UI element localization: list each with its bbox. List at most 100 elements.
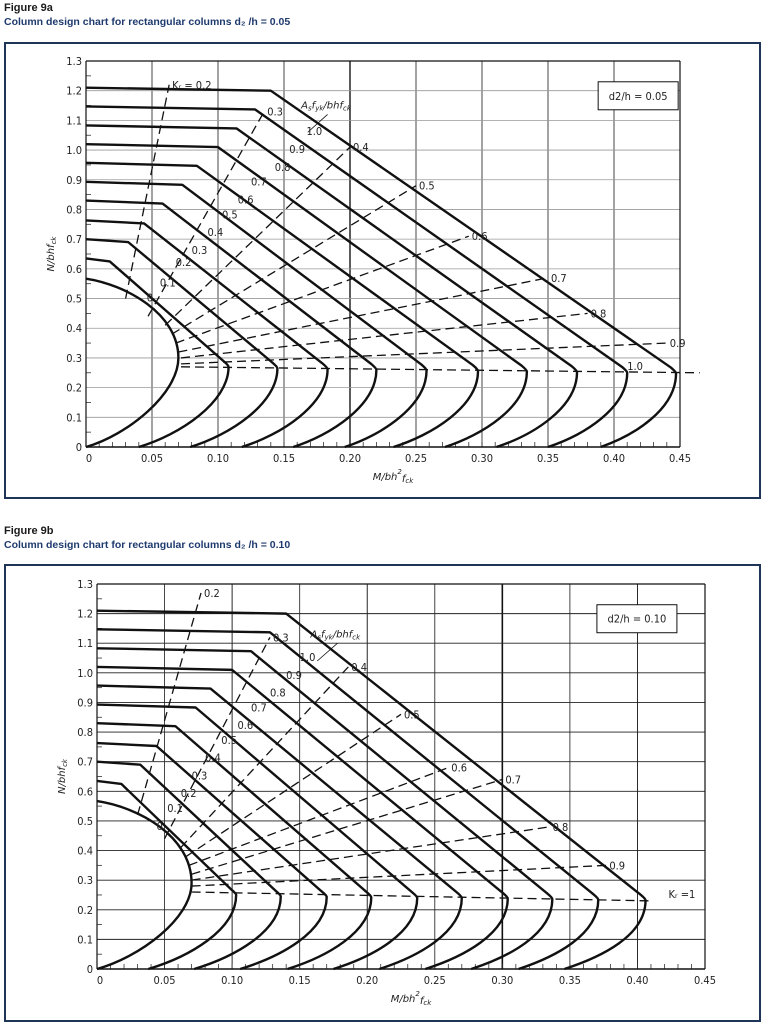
reinforcement-ratio-label: 0.8 <box>270 687 286 700</box>
y-tick-label: 0.2 <box>77 904 93 917</box>
interaction-curve <box>85 199 378 449</box>
reinforcement-ratio-label: 0.2 <box>176 256 192 269</box>
interaction-curve <box>85 105 629 449</box>
family-label: Asfyk/bhfck <box>309 629 361 641</box>
y-tick-label: 0.9 <box>66 174 82 187</box>
x-tick-label: 0.20 <box>339 452 361 465</box>
kr-label: 0.4 <box>353 141 369 154</box>
y-tick-label: 1.3 <box>66 55 82 68</box>
kr-label: 0.6 <box>472 230 488 243</box>
y-tick-label: 0.7 <box>77 756 93 769</box>
family-label: Asfyk/bhfck <box>300 101 352 113</box>
x-tick-label: 0.15 <box>289 974 311 987</box>
y-tick-label: 0.3 <box>77 874 93 887</box>
reinforcement-ratio-label: 0.7 <box>251 176 267 189</box>
y-tick-label: 0.3 <box>66 352 82 365</box>
y-tick-label: 1.2 <box>66 85 82 98</box>
kr-line <box>171 185 417 335</box>
kr-line <box>185 713 402 858</box>
kr-label: 0.8 <box>553 821 569 834</box>
reinforcement-ratio-label: 1.0 <box>627 360 643 373</box>
reinforcement-ratio-label: 0.1 <box>167 802 183 815</box>
y-tick-label: 1.2 <box>77 608 93 621</box>
reinforcement-ratio-label: 1.0 <box>300 651 316 664</box>
x-tick-label: 0.30 <box>471 452 493 465</box>
y-tick-label: 0.8 <box>77 726 93 739</box>
kr-label: 0.6 <box>451 762 467 775</box>
chart-frame <box>4 564 761 1022</box>
kr-line <box>191 826 550 881</box>
x-tick-label: 0.25 <box>424 974 446 987</box>
ratio-box-label: d2/h = 0.05 <box>609 90 668 103</box>
y-tick-label: 0.9 <box>77 696 93 709</box>
kr-line <box>181 366 700 374</box>
reinforcement-ratio-label: 0.3 <box>192 769 208 782</box>
y-tick-label: 0.4 <box>66 322 82 335</box>
x-tick-label: 0.35 <box>537 452 559 465</box>
y-tick-label: 0.5 <box>77 815 93 828</box>
x-tick-label: 0.45 <box>694 974 716 987</box>
reinforcement-ratio-label: 0.6 <box>238 719 254 732</box>
y-tick-label: 1.3 <box>77 578 93 591</box>
figure-caption: Column design chart for rectangular colu… <box>4 539 291 551</box>
ratio-box-label: d2/h = 0.10 <box>608 613 667 626</box>
kr-line <box>175 235 470 344</box>
interaction-curve <box>85 277 180 449</box>
x-tick-label: 0 <box>86 452 92 465</box>
y-tick-label: 0.5 <box>66 293 82 306</box>
kr-line <box>163 637 271 839</box>
kr-label: 0.7 <box>505 773 521 786</box>
y-tick-label: 0.7 <box>66 233 82 246</box>
reinforcement-ratio-label: 0.3 <box>192 244 208 257</box>
x-tick-label: 0.05 <box>141 452 163 465</box>
chart-frame <box>4 42 761 499</box>
x-tick-label: 0.20 <box>356 974 378 987</box>
x-tick-label: 0.15 <box>273 452 295 465</box>
interaction-curve <box>96 665 509 971</box>
y-tick-label: 1.0 <box>77 667 93 680</box>
interaction-curve <box>96 703 419 971</box>
x-tick-label: 0.35 <box>559 974 581 987</box>
kr-label: 0.5 <box>419 180 435 193</box>
x-tick-label: 0 <box>97 974 103 987</box>
kr-line <box>191 778 503 875</box>
interaction-curve <box>96 760 282 971</box>
reinforcement-ratio-label: 0.4 <box>207 226 223 239</box>
figure-number: Figure 9a <box>4 2 53 14</box>
reinforcement-ratio-label: 0.2 <box>181 787 197 800</box>
kr-label: 0.9 <box>670 337 686 350</box>
reinforcement-ratio-label: 0.5 <box>222 208 238 221</box>
x-tick-label: 0.10 <box>207 452 229 465</box>
y-tick-label: 0.4 <box>77 845 93 858</box>
x-tick-label: 0.30 <box>491 974 513 987</box>
kr-line <box>191 891 651 902</box>
reinforcement-ratio-label: 0.7 <box>251 701 267 714</box>
reinforcement-ratio-label: 0.6 <box>238 194 254 207</box>
kr-line <box>178 277 549 353</box>
interaction-curve <box>85 180 428 449</box>
interaction-curve <box>96 741 328 971</box>
kr-line <box>191 864 607 887</box>
interaction-curve <box>96 628 600 971</box>
kr-line <box>147 111 265 317</box>
kr-line <box>124 84 170 299</box>
kr-label: 0.7 <box>551 272 567 285</box>
interaction-curve <box>85 142 529 449</box>
interaction-curve <box>96 647 554 971</box>
kr-label: Kᵣ = 0.2 <box>172 79 211 92</box>
reinforcement-ratio-label: 0.8 <box>275 161 291 174</box>
x-tick-label: 0.45 <box>669 452 691 465</box>
y-tick-label: 1.0 <box>66 144 82 157</box>
kr-label: 0.3 <box>273 631 289 644</box>
y-tick-label: 0.2 <box>66 382 82 395</box>
reinforcement-ratio-label: 0.9 <box>286 669 302 682</box>
kr-line <box>181 342 667 365</box>
x-tick-label: 0.40 <box>626 974 648 987</box>
kr-line <box>180 312 588 359</box>
y-tick-label: 0 <box>76 441 82 454</box>
y-axis-label: N/bhfck <box>46 236 58 272</box>
y-tick-label: 1.1 <box>77 637 93 650</box>
kr-label: 0.3 <box>267 105 283 118</box>
